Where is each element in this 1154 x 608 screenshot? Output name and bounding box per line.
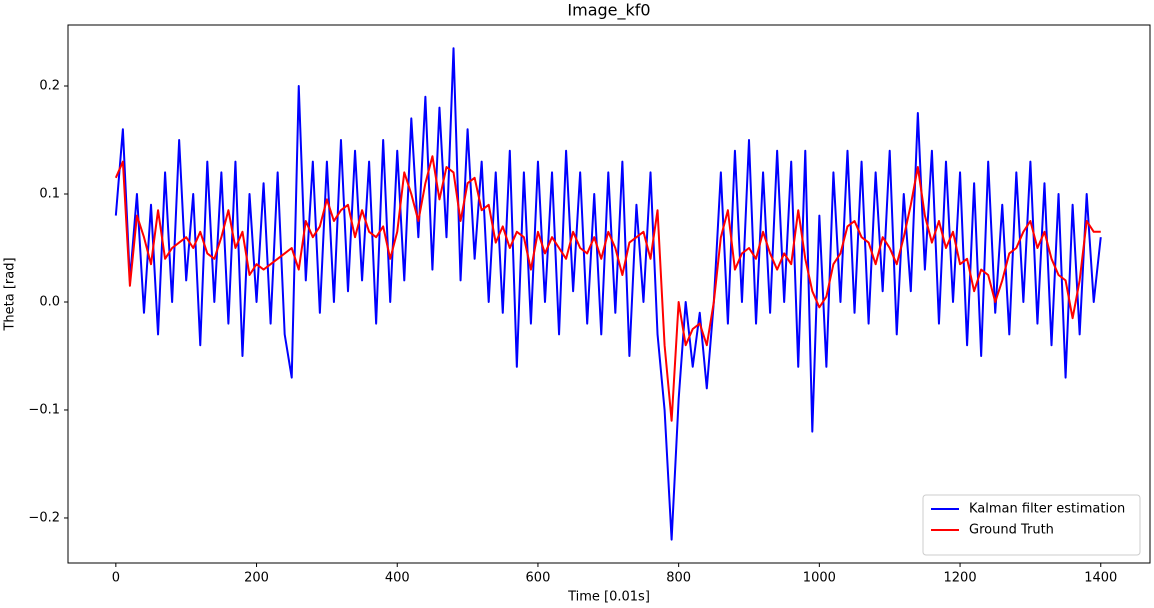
legend-box — [922, 494, 1141, 556]
data-line — [114, 155, 1101, 422]
y-tick-label: −0.2 — [28, 510, 60, 525]
y-tick-label: −0.1 — [28, 402, 60, 417]
data-line — [114, 47, 1102, 541]
plot-frame — [67, 24, 1151, 564]
chart-title: Image_kf0 — [567, 1, 650, 21]
x-tick-label: 200 — [244, 571, 269, 586]
y-tick-label: 0.2 — [39, 79, 60, 94]
x-axis-label: Time [0.01s] — [567, 590, 650, 605]
x-tick-label: 1200 — [944, 571, 977, 586]
y-axis-label: Theta [rad] — [3, 257, 18, 331]
x-tick-label: 400 — [385, 571, 410, 586]
x-tick-label: 800 — [666, 571, 691, 586]
y-tick-label: 0.0 — [39, 294, 60, 309]
y-tick-label: 0.1 — [39, 187, 60, 202]
x-tick-label: 600 — [526, 571, 551, 586]
legend-label: Kalman filter estimation — [969, 502, 1125, 517]
x-tick-label: 1000 — [803, 571, 836, 586]
x-tick-label: 1400 — [1084, 571, 1117, 586]
legend-label: Ground Truth — [969, 523, 1054, 538]
x-tick-label: 0 — [112, 571, 120, 586]
